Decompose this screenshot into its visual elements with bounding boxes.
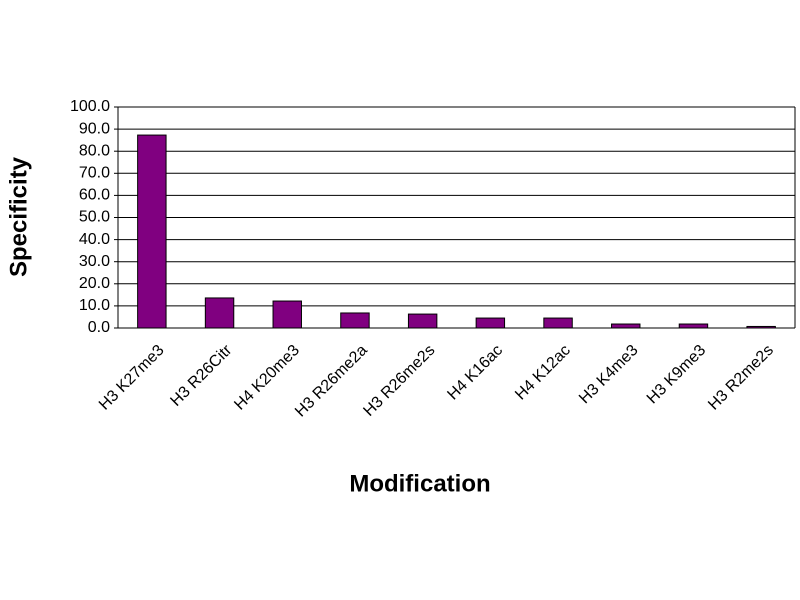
y-tick-label: 60.0 [79, 187, 110, 204]
y-axis-title: Specificity [5, 156, 32, 277]
bar [204, 297, 235, 329]
y-tick-label: 80.0 [79, 142, 110, 159]
x-tick-label: H3 R26Citr [167, 341, 235, 409]
x-tick-label: H3 R2me2s [705, 342, 777, 414]
x-axis-title: Modification [349, 470, 490, 497]
y-tick-label: 70.0 [79, 165, 110, 182]
x-tick-label: H3 R26me2a [292, 342, 371, 421]
x-tick-label: H4 K16ac [444, 342, 506, 404]
y-tick-label: 0.0 [88, 319, 110, 336]
x-tick-label: H3 R26me2s [360, 342, 438, 420]
bar [475, 317, 506, 329]
bar [137, 134, 167, 329]
y-tick-label: 40.0 [79, 231, 110, 248]
y-tick-label: 100.0 [70, 98, 110, 115]
bar [746, 325, 776, 329]
y-tick-label: 10.0 [79, 297, 110, 314]
y-tick-label: 50.0 [79, 209, 110, 226]
bar [340, 312, 370, 329]
x-tick-label: H3 K9me3 [644, 342, 710, 408]
y-tick-label: 20.0 [79, 275, 110, 292]
bar [543, 317, 573, 329]
y-tick-label: 30.0 [79, 253, 110, 270]
x-tick-label: H3 K27me3 [96, 342, 168, 414]
bar [678, 323, 709, 329]
bar [407, 313, 438, 329]
bar [611, 323, 641, 329]
y-tick-label: 90.0 [79, 120, 110, 137]
x-tick-label: H3 K4me3 [576, 342, 642, 408]
x-tick-label: H4 K20me3 [231, 342, 303, 414]
x-tick-label: H4 K12ac [512, 342, 574, 404]
bar [272, 300, 302, 329]
